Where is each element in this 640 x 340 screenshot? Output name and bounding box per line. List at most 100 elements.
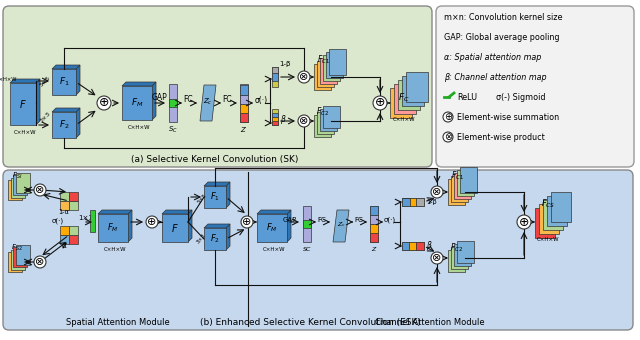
Bar — [303, 220, 311, 228]
Polygon shape — [402, 76, 424, 106]
Polygon shape — [390, 88, 412, 118]
Bar — [370, 206, 378, 215]
Polygon shape — [323, 55, 340, 81]
Polygon shape — [551, 192, 571, 222]
Bar — [240, 104, 248, 113]
Polygon shape — [454, 244, 471, 266]
Text: GAP: GAP — [283, 217, 297, 223]
Circle shape — [443, 132, 453, 142]
Polygon shape — [451, 247, 468, 269]
Bar — [69, 192, 78, 201]
Text: $F_M$: $F_M$ — [266, 222, 278, 234]
Text: $S_C$: $S_C$ — [168, 125, 178, 135]
Text: $F$: $F$ — [19, 98, 27, 110]
Polygon shape — [10, 79, 40, 83]
Polygon shape — [76, 65, 80, 95]
Text: 1-β: 1-β — [279, 61, 291, 67]
Text: $Z_c$: $Z_c$ — [204, 97, 212, 107]
Polygon shape — [204, 182, 230, 186]
FancyBboxPatch shape — [3, 6, 432, 167]
Bar — [402, 198, 424, 206]
Polygon shape — [98, 210, 132, 214]
Polygon shape — [448, 250, 465, 272]
Polygon shape — [539, 204, 559, 234]
Text: 1-β: 1-β — [426, 199, 436, 205]
Text: $Z$: $Z$ — [371, 245, 377, 253]
Polygon shape — [204, 186, 226, 208]
Bar — [402, 242, 424, 250]
Text: ⊗: ⊗ — [35, 185, 45, 195]
Text: $F_{C2}$: $F_{C2}$ — [317, 106, 330, 119]
Text: FC: FC — [317, 217, 326, 223]
Text: α: Spatial attention map: α: Spatial attention map — [444, 52, 541, 62]
Text: 1×1: 1×1 — [79, 215, 93, 221]
Polygon shape — [317, 112, 334, 134]
Polygon shape — [257, 210, 291, 214]
Bar — [272, 73, 278, 81]
Polygon shape — [398, 80, 420, 110]
Bar — [272, 67, 278, 87]
Text: $F_2$: $F_2$ — [59, 119, 69, 131]
Bar — [409, 242, 416, 250]
Polygon shape — [52, 65, 80, 69]
Text: Channel Attention Module: Channel Attention Module — [375, 318, 485, 327]
Text: σ(·): σ(·) — [52, 217, 64, 223]
Circle shape — [241, 216, 253, 228]
Polygon shape — [52, 108, 80, 112]
Polygon shape — [13, 247, 27, 267]
Bar — [69, 235, 78, 244]
Polygon shape — [8, 180, 22, 200]
Text: 5×5: 5×5 — [39, 75, 52, 88]
Text: σ(·): σ(·) — [384, 217, 396, 223]
Circle shape — [298, 115, 310, 127]
Polygon shape — [257, 214, 287, 242]
Circle shape — [146, 216, 158, 228]
Text: Element-wise summation: Element-wise summation — [457, 113, 559, 121]
Text: $F_M$: $F_M$ — [107, 222, 119, 234]
FancyBboxPatch shape — [3, 170, 633, 330]
Polygon shape — [204, 228, 226, 250]
Polygon shape — [162, 210, 192, 214]
Circle shape — [34, 256, 46, 268]
Circle shape — [443, 112, 453, 122]
Text: $F_{S2}$: $F_{S2}$ — [11, 243, 23, 253]
Text: FC: FC — [222, 96, 232, 104]
Polygon shape — [457, 170, 474, 196]
Text: ⊗: ⊗ — [35, 257, 45, 267]
Bar — [240, 84, 248, 122]
Text: $F_1$: $F_1$ — [210, 191, 220, 203]
Polygon shape — [314, 64, 331, 90]
Bar — [272, 113, 278, 117]
Polygon shape — [454, 173, 471, 199]
Polygon shape — [326, 52, 343, 78]
Bar — [402, 242, 409, 250]
Bar — [169, 99, 177, 107]
Polygon shape — [128, 210, 132, 242]
Bar — [272, 67, 278, 73]
Polygon shape — [226, 224, 230, 250]
Text: ⊕: ⊕ — [375, 97, 385, 109]
Polygon shape — [36, 79, 40, 125]
Text: ⊕: ⊕ — [519, 216, 529, 228]
Polygon shape — [460, 167, 477, 193]
Text: 1-α: 1-α — [59, 209, 69, 215]
Polygon shape — [13, 175, 27, 195]
Bar — [60, 226, 69, 235]
Text: C×H×W: C×H×W — [393, 117, 415, 122]
Text: Element-wise product: Element-wise product — [457, 133, 545, 141]
Text: 3×3: 3×3 — [196, 233, 207, 245]
Bar — [303, 206, 311, 242]
Polygon shape — [15, 172, 29, 192]
Bar — [416, 242, 424, 250]
Polygon shape — [152, 82, 156, 120]
Polygon shape — [226, 182, 230, 208]
Text: $F_C$: $F_C$ — [398, 92, 410, 104]
Polygon shape — [287, 210, 291, 242]
Text: $F_{CS}$: $F_{CS}$ — [541, 197, 556, 209]
Text: C×H×W: C×H×W — [104, 247, 126, 252]
Text: ⊗: ⊗ — [432, 187, 442, 197]
Text: ⊕: ⊕ — [99, 97, 109, 109]
Text: $F_{C2}$: $F_{C2}$ — [451, 241, 463, 254]
Text: m×n: Convolution kernel size: m×n: Convolution kernel size — [444, 13, 563, 21]
Bar — [169, 84, 177, 122]
